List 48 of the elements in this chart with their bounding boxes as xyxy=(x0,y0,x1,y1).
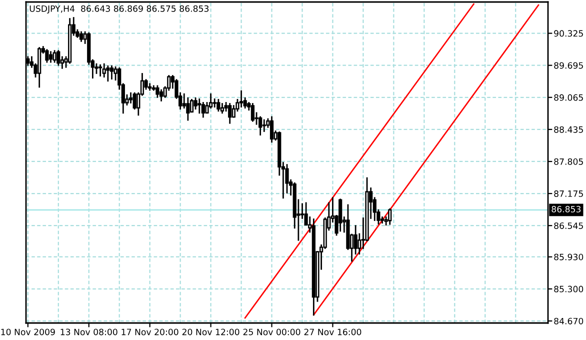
x-tick-label: 13 Nov 08:00 xyxy=(60,328,118,336)
y-tick-label: 88.435 xyxy=(554,126,583,133)
candlestick xyxy=(228,103,232,124)
x-tick-label: 27 Nov 16:00 xyxy=(304,328,362,336)
y-tick-label: 89.065 xyxy=(554,94,583,101)
ref-line-label: 86.853 xyxy=(552,206,581,212)
candlestick xyxy=(148,83,152,91)
candlestick xyxy=(354,225,358,255)
y-tick-label: 89.695 xyxy=(554,62,583,69)
y-tick-label: 85.930 xyxy=(554,254,584,260)
y-tick-label: 84.670 xyxy=(554,318,584,324)
candlestick xyxy=(194,97,198,110)
candlestick xyxy=(186,97,190,121)
candlestick xyxy=(48,51,53,63)
candlestick xyxy=(212,98,216,108)
candlestick xyxy=(262,119,266,132)
candlestick xyxy=(258,116,262,136)
y-tick-label: 87.805 xyxy=(554,158,583,165)
candlestick xyxy=(159,89,164,102)
candlestick xyxy=(56,50,60,66)
candlestick xyxy=(106,65,110,82)
x-tick-label: 20 Nov 12:00 xyxy=(182,328,240,336)
candlestick xyxy=(110,65,114,80)
candlestick xyxy=(250,103,255,122)
candlestick xyxy=(338,198,342,232)
candlestick xyxy=(198,98,202,114)
candlestick xyxy=(220,103,224,114)
chart-title: USDJPY,H4 86.643 86.869 86.575 86.853 xyxy=(30,5,209,14)
candlestick xyxy=(239,90,244,108)
candlestick xyxy=(45,49,49,63)
candlestick xyxy=(156,85,160,98)
candlestick xyxy=(201,102,205,118)
candlestick xyxy=(52,50,56,63)
y-tick-label: 87.175 xyxy=(554,190,583,197)
x-tick-label: 17 Nov 20:00 xyxy=(122,328,178,336)
candlestick xyxy=(388,208,392,225)
candlestick xyxy=(79,31,84,42)
candlestick xyxy=(270,116,274,143)
x-tick-label: 10 Nov 2009 xyxy=(1,328,55,336)
x-tick-label: 25 Nov 00:00 xyxy=(243,328,300,336)
candlestick xyxy=(98,64,102,76)
candlestick xyxy=(132,92,136,110)
candlestick xyxy=(152,85,156,91)
y-tick-label: 90.325 xyxy=(554,30,583,37)
candlestick xyxy=(216,98,220,112)
y-tick-label: 86.545 xyxy=(554,222,583,229)
candlestick xyxy=(102,63,106,78)
y-tick-label: 85.300 xyxy=(554,286,584,292)
